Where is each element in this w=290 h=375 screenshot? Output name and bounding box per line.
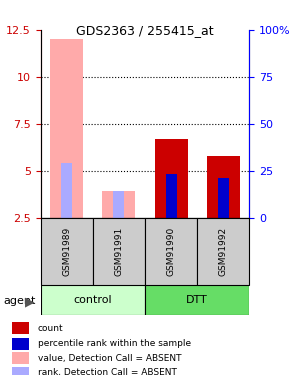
Text: GSM91990: GSM91990	[166, 226, 176, 276]
Text: count: count	[38, 324, 63, 333]
Text: GSM91992: GSM91992	[219, 226, 228, 276]
FancyBboxPatch shape	[145, 285, 249, 315]
Bar	[61, 163, 72, 218]
Bar	[155, 139, 188, 218]
Bar	[12, 352, 29, 364]
Text: GSM91991: GSM91991	[114, 226, 124, 276]
Text: GSM91989: GSM91989	[62, 226, 71, 276]
Text: percentile rank within the sample: percentile rank within the sample	[38, 339, 191, 348]
Text: DTT: DTT	[186, 295, 208, 305]
Bar	[218, 178, 229, 218]
Bar	[50, 39, 83, 218]
Bar	[113, 191, 124, 217]
FancyBboxPatch shape	[197, 217, 249, 285]
Bar	[12, 367, 29, 375]
FancyBboxPatch shape	[145, 217, 197, 285]
Text: GDS2363 / 255415_at: GDS2363 / 255415_at	[76, 24, 214, 38]
Bar	[207, 156, 240, 218]
FancyBboxPatch shape	[41, 217, 93, 285]
Bar	[102, 191, 135, 217]
Text: control: control	[73, 295, 112, 305]
FancyBboxPatch shape	[41, 285, 145, 315]
Bar	[12, 338, 29, 350]
Text: agent: agent	[3, 297, 35, 306]
Bar	[12, 322, 29, 334]
Text: value, Detection Call = ABSENT: value, Detection Call = ABSENT	[38, 354, 181, 363]
FancyBboxPatch shape	[93, 217, 145, 285]
Bar	[166, 174, 177, 217]
Text: ▶: ▶	[25, 295, 34, 308]
Text: rank, Detection Call = ABSENT: rank, Detection Call = ABSENT	[38, 368, 177, 375]
